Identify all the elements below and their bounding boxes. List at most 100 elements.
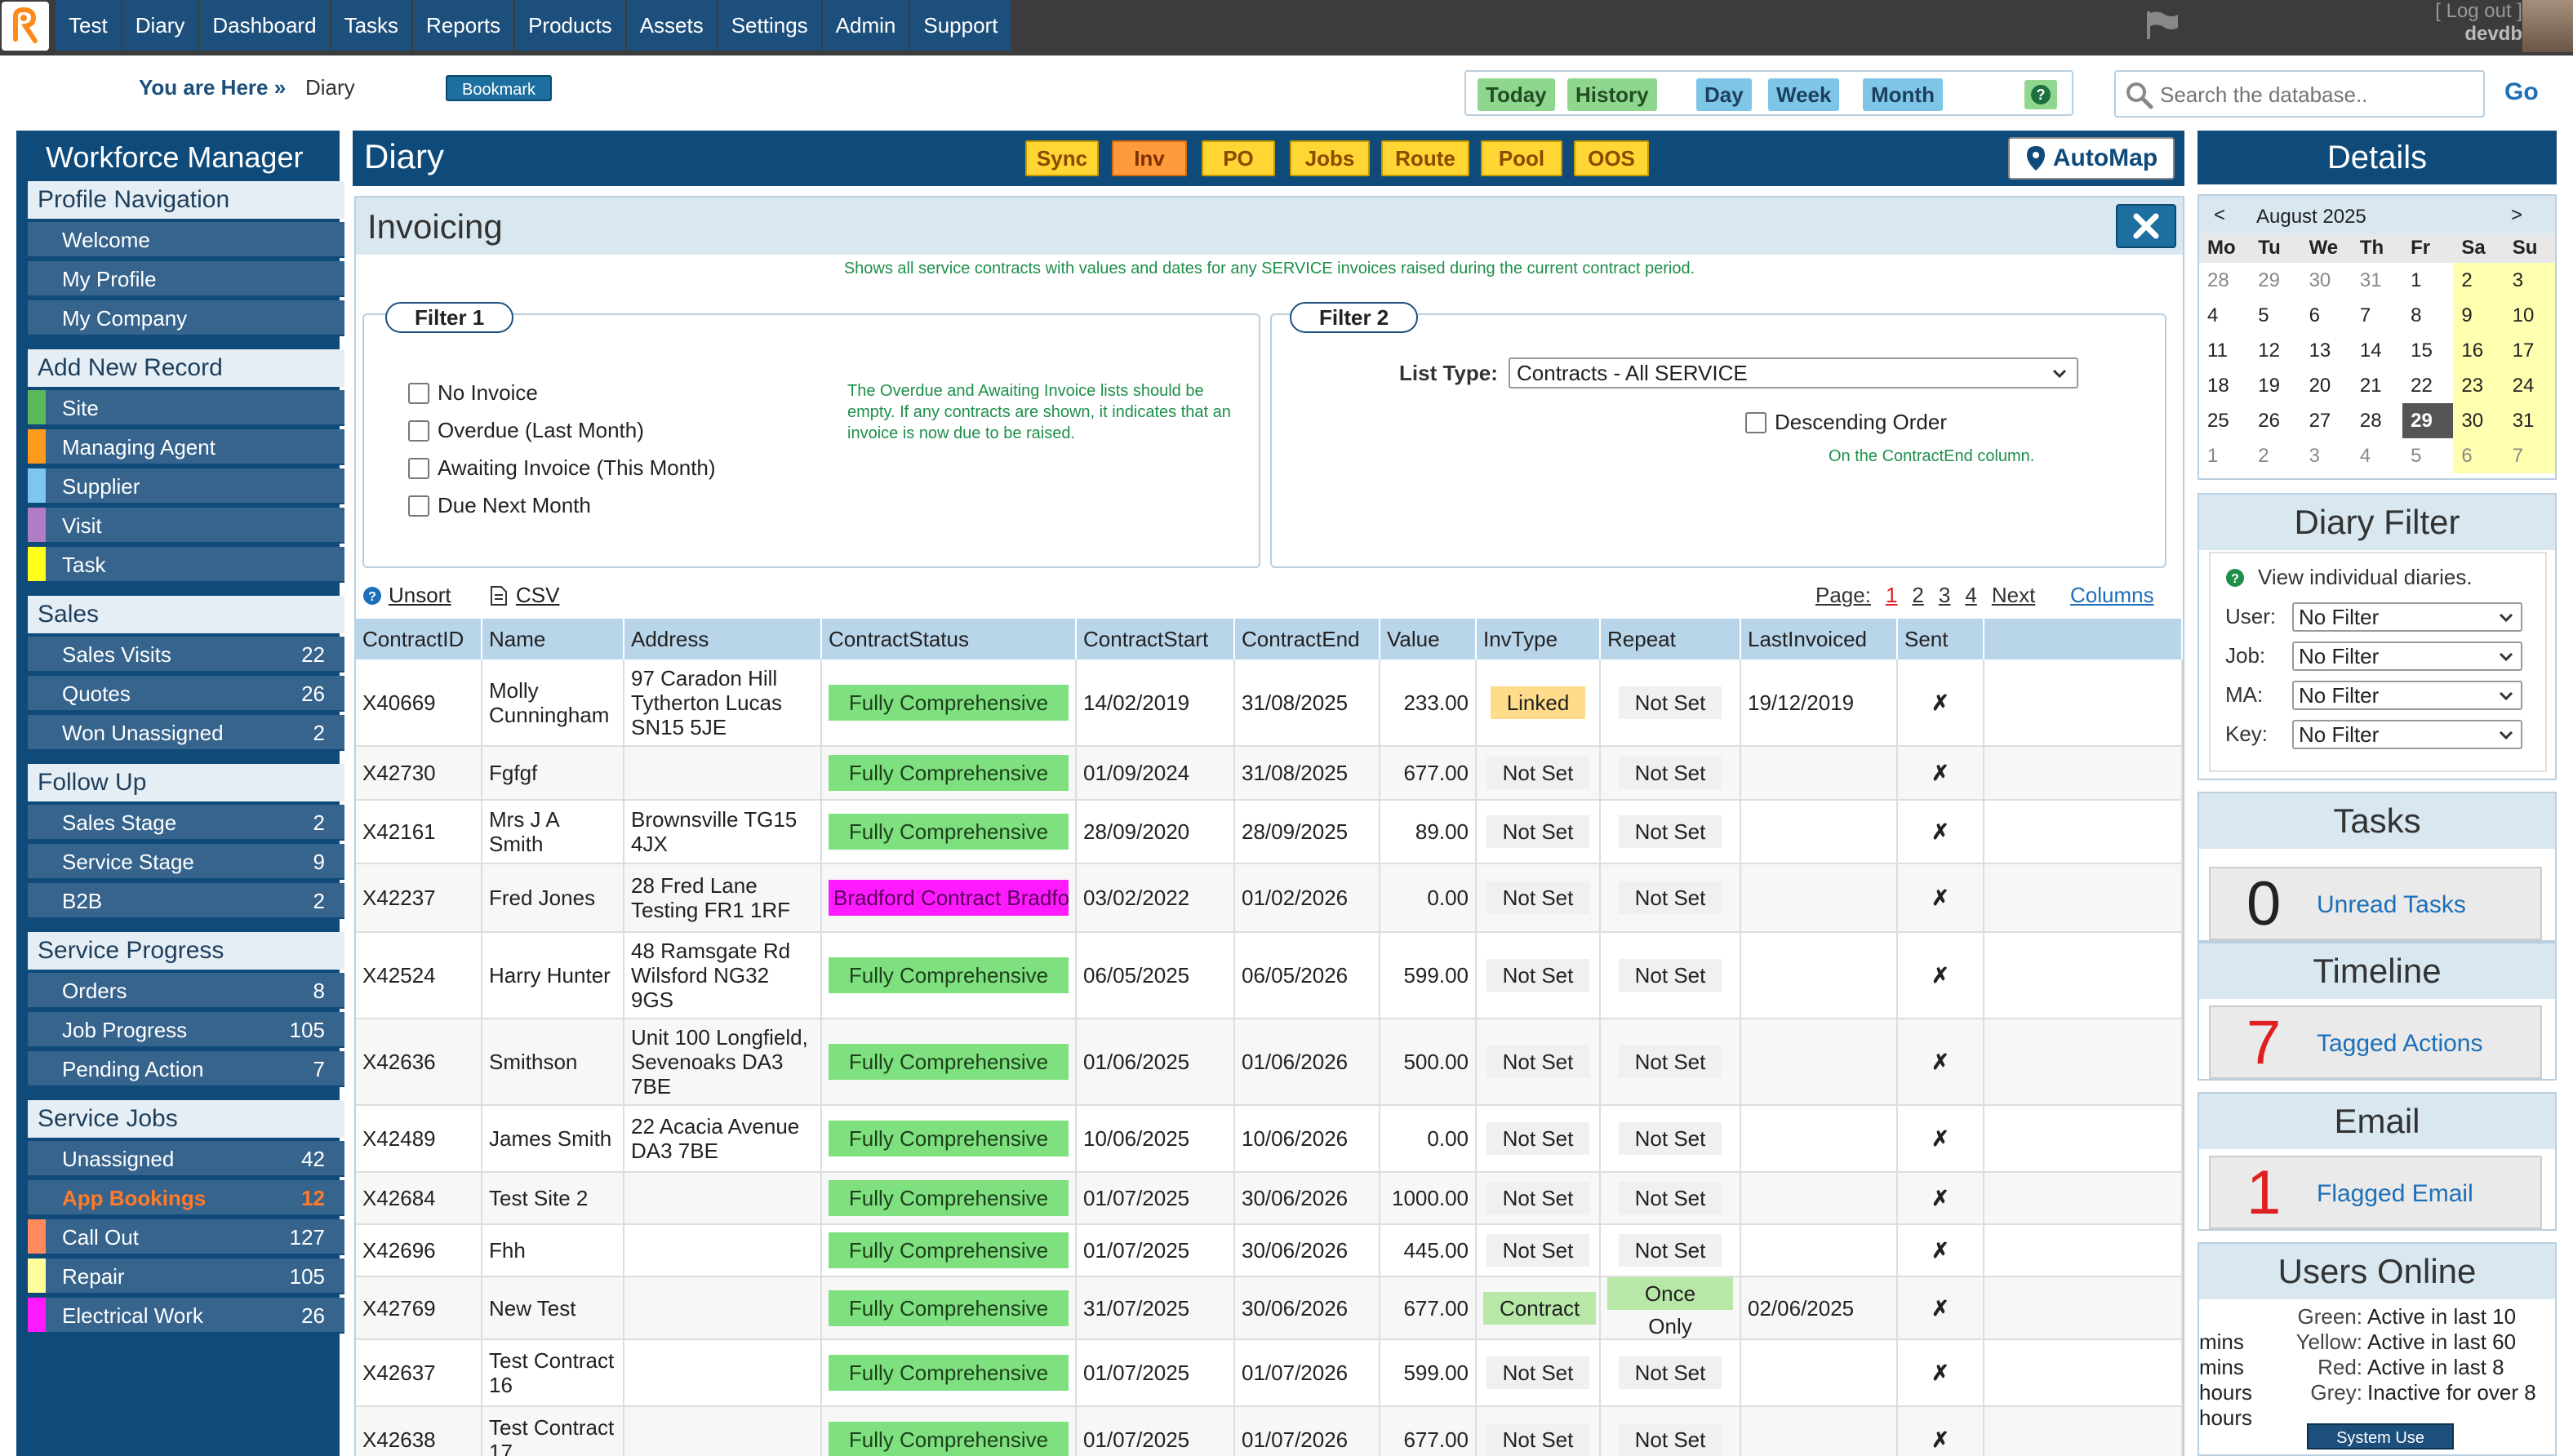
calendar-day[interactable]: 24 <box>2504 368 2555 403</box>
next-page-link[interactable]: Next <box>1991 583 2036 607</box>
columns-link[interactable]: Columns <box>2070 583 2154 607</box>
calendar-day[interactable]: 30 <box>2309 269 2331 291</box>
calendar-day[interactable]: 28 <box>2207 269 2229 291</box>
calendar-day[interactable]: 29 <box>2258 269 2280 291</box>
sidebar-item-unassigned[interactable]: Unassigned 42 <box>28 1141 344 1177</box>
calendar-day[interactable]: 13 <box>2309 340 2331 362</box>
nav-support[interactable]: Support <box>910 0 1013 51</box>
table-row[interactable]: X42237 Fred Jones 28 Fred Lane Testing FR1… <box>356 863 2183 933</box>
tagged-actions-card[interactable]: 7 Tagged Actions <box>2209 1005 2542 1079</box>
column-header-contractend[interactable]: ContractEnd <box>1234 619 1380 659</box>
sidebar-item-sales-stage[interactable]: Sales Stage 2 <box>28 805 344 841</box>
calendar-day[interactable]: 5 <box>2411 445 2422 467</box>
sidebar-item-quotes[interactable]: Quotes 26 <box>28 676 344 712</box>
checkbox-box[interactable] <box>408 495 429 517</box>
calendar-day[interactable]: 28 <box>2359 410 2382 432</box>
month-button[interactable]: Month <box>1863 78 1943 111</box>
nav-admin[interactable]: Admin <box>822 0 911 51</box>
po-button[interactable]: PO <box>1202 140 1275 176</box>
diary-filter-job-select[interactable]: No Filter <box>2292 641 2522 671</box>
logout-link[interactable]: [ Log out ] <box>2435 0 2522 22</box>
calendar-day[interactable]: 5 <box>2258 304 2269 326</box>
calendar-day[interactable]: 1 <box>2207 445 2219 467</box>
sidebar-item-electrical-work[interactable]: Electrical Work 26 <box>28 1298 344 1334</box>
sidebar-item-managing-agent[interactable]: Managing Agent <box>28 429 344 465</box>
checkbox-box[interactable] <box>408 419 429 442</box>
calendar-day[interactable]: 1 <box>2411 269 2422 291</box>
page-link-3[interactable]: 3 <box>1938 583 1951 607</box>
filter-due-next-month-checkbox[interactable]: Due Next Month <box>408 493 591 518</box>
table-row[interactable]: X42769 New Test Fully Comprehensive 31/07/2… <box>356 1276 2183 1340</box>
calendar-day[interactable]: 21 <box>2359 375 2382 397</box>
checkbox-box[interactable] <box>1745 411 1766 433</box>
column-header-value[interactable]: Value <box>1380 619 1477 659</box>
sidebar-item-task[interactable]: Task <box>28 547 344 583</box>
calendar-day[interactable]: 16 <box>2453 333 2504 368</box>
calendar-day[interactable]: 8 <box>2411 304 2422 326</box>
calendar-day[interactable]: 30 <box>2453 403 2504 438</box>
page-link-4[interactable]: 4 <box>1965 583 1977 607</box>
nav-settings[interactable]: Settings <box>718 0 823 51</box>
pool-button[interactable]: Pool <box>1481 140 1562 176</box>
calendar-day[interactable]: 6 <box>2453 438 2504 473</box>
help-button[interactable]: ? <box>2024 80 2057 109</box>
filter-overdue-last-month-checkbox[interactable]: Overdue (Last Month) <box>408 418 644 443</box>
jobs-button[interactable]: Jobs <box>1290 140 1370 176</box>
sidebar-item-b2b[interactable]: B2B 2 <box>28 883 344 919</box>
calendar-day[interactable]: 23 <box>2453 368 2504 403</box>
column-header-invtype[interactable]: InvType <box>1476 619 1601 659</box>
bookmark-button[interactable]: Bookmark <box>446 75 553 101</box>
diary-filter-ma-select[interactable]: No Filter <box>2292 681 2522 710</box>
flag-icon[interactable] <box>2144 8 2181 41</box>
calendar-prev-button[interactable]: < <box>2214 204 2226 226</box>
column-header-contractstart[interactable]: ContractStart <box>1076 619 1235 659</box>
descending-order-checkbox[interactable]: Descending Order <box>1745 410 1947 435</box>
diary-filter-key-select[interactable]: No Filter <box>2292 720 2522 749</box>
calendar-day[interactable]: 2 <box>2453 263 2504 298</box>
calendar-day[interactable]: 31 <box>2504 403 2555 438</box>
calendar-day[interactable]: 26 <box>2258 410 2280 432</box>
page-link-1[interactable]: 1 <box>1885 583 1898 607</box>
calendar-day[interactable]: 3 <box>2309 445 2320 467</box>
calendar-next-button[interactable]: > <box>2510 204 2522 226</box>
calendar-day[interactable]: 31 <box>2359 269 2382 291</box>
table-row[interactable]: X42638 Test Contract 17 Fully Comprehensiv… <box>356 1406 2183 1456</box>
calendar-day[interactable]: 15 <box>2411 340 2433 362</box>
column-header-lastinvoiced[interactable]: LastInvoiced <box>1740 619 1898 659</box>
column-header-contractstatus[interactable]: ContractStatus <box>821 619 1077 659</box>
list-type-select[interactable]: Contracts - All SERVICE <box>1509 357 2078 388</box>
sidebar-item-repair[interactable]: Repair 105 <box>28 1258 344 1294</box>
sidebar-item-supplier[interactable]: Supplier <box>28 468 344 504</box>
nav-products[interactable]: Products <box>515 0 627 51</box>
sidebar-item-visit[interactable]: Visit <box>28 508 344 544</box>
calendar-day[interactable]: 27 <box>2309 410 2331 432</box>
sidebar-item-my-profile[interactable]: My Profile <box>28 261 344 297</box>
history-button[interactable]: History <box>1567 78 1657 111</box>
calendar-day[interactable]: 9 <box>2453 298 2504 333</box>
calendar-day[interactable]: 3 <box>2504 263 2555 298</box>
avatar[interactable] <box>2522 0 2573 52</box>
calendar-day[interactable]: 25 <box>2207 410 2229 432</box>
app-logo[interactable] <box>2 2 49 51</box>
day-button[interactable]: Day <box>1696 78 1752 111</box>
calendar-day[interactable]: 14 <box>2359 340 2382 362</box>
sidebar-item-job-progress[interactable]: Job Progress 105 <box>28 1012 344 1048</box>
column-header-repeat[interactable]: Repeat <box>1600 619 1741 659</box>
sidebar-item-orders[interactable]: Orders 8 <box>28 973 344 1009</box>
sidebar-item-site[interactable]: Site <box>28 390 344 426</box>
inv-button[interactable]: Inv <box>1112 140 1187 176</box>
calendar-day[interactable]: 7 <box>2504 438 2555 473</box>
week-button[interactable]: Week <box>1768 78 1840 111</box>
calendar-day[interactable]: 20 <box>2309 375 2331 397</box>
calendar-day[interactable]: 22 <box>2411 375 2433 397</box>
calendar-day[interactable]: 11 <box>2207 340 2228 362</box>
sidebar-item-my-company[interactable]: My Company <box>28 300 344 336</box>
flagged-email-card[interactable]: 1 Flagged Email <box>2209 1156 2542 1229</box>
calendar-day[interactable]: 4 <box>2359 445 2371 467</box>
sidebar-item-service-stage[interactable]: Service Stage 9 <box>28 844 344 880</box>
column-header-address[interactable]: Address <box>624 619 822 659</box>
system-use-button[interactable]: System Use <box>2307 1423 2454 1449</box>
calendar-day[interactable]: 29 <box>2402 403 2454 438</box>
route-button[interactable]: Route <box>1381 140 1469 176</box>
nav-diary[interactable]: Diary <box>122 0 200 51</box>
